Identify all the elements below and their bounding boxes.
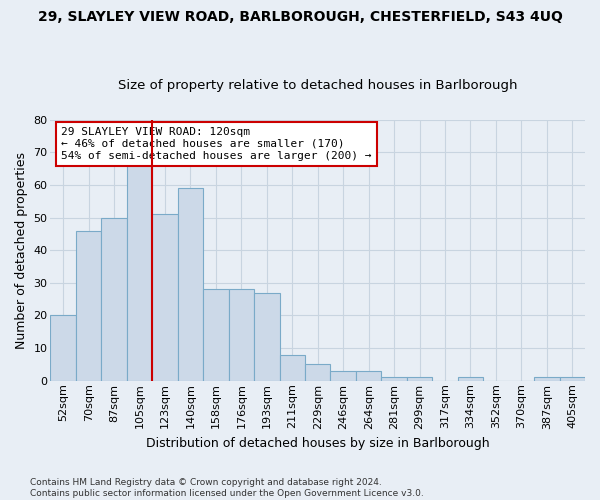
Bar: [101, 218, 127, 381]
Bar: [305, 364, 331, 381]
Y-axis label: Number of detached properties: Number of detached properties: [15, 152, 28, 348]
Text: 29 SLAYLEY VIEW ROAD: 120sqm
← 46% of detached houses are smaller (170)
54% of s: 29 SLAYLEY VIEW ROAD: 120sqm ← 46% of de…: [61, 128, 371, 160]
Text: Contains HM Land Registry data © Crown copyright and database right 2024.
Contai: Contains HM Land Registry data © Crown c…: [30, 478, 424, 498]
Text: 29, SLAYLEY VIEW ROAD, BARLBOROUGH, CHESTERFIELD, S43 4UQ: 29, SLAYLEY VIEW ROAD, BARLBOROUGH, CHES…: [38, 10, 562, 24]
Bar: [229, 290, 254, 381]
Bar: [280, 354, 305, 381]
Bar: [254, 292, 280, 381]
Bar: [407, 378, 432, 381]
Bar: [458, 378, 483, 381]
Bar: [127, 166, 152, 381]
Bar: [50, 316, 76, 381]
Bar: [76, 230, 101, 381]
Bar: [560, 378, 585, 381]
Bar: [382, 378, 407, 381]
Bar: [178, 188, 203, 381]
Bar: [356, 371, 382, 381]
Bar: [203, 290, 229, 381]
X-axis label: Distribution of detached houses by size in Barlborough: Distribution of detached houses by size …: [146, 437, 490, 450]
Bar: [331, 371, 356, 381]
Bar: [534, 378, 560, 381]
Bar: [152, 214, 178, 381]
Title: Size of property relative to detached houses in Barlborough: Size of property relative to detached ho…: [118, 79, 517, 92]
